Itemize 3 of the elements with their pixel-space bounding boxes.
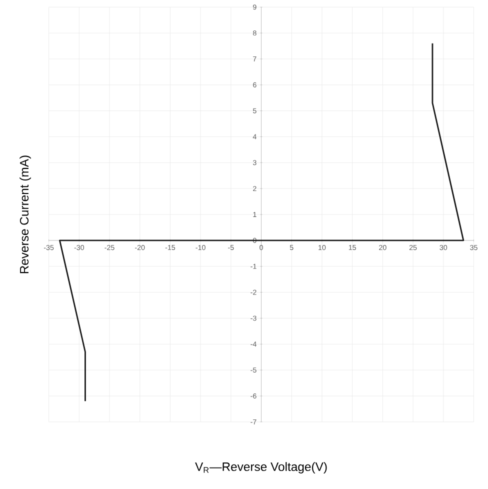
- line-series: [59, 42, 464, 402]
- y-axis-title: Reverse Current (mA): [20, 156, 31, 274]
- x-axis-title: V$_{R}$—Reverse Voltage(V): [195, 462, 327, 474]
